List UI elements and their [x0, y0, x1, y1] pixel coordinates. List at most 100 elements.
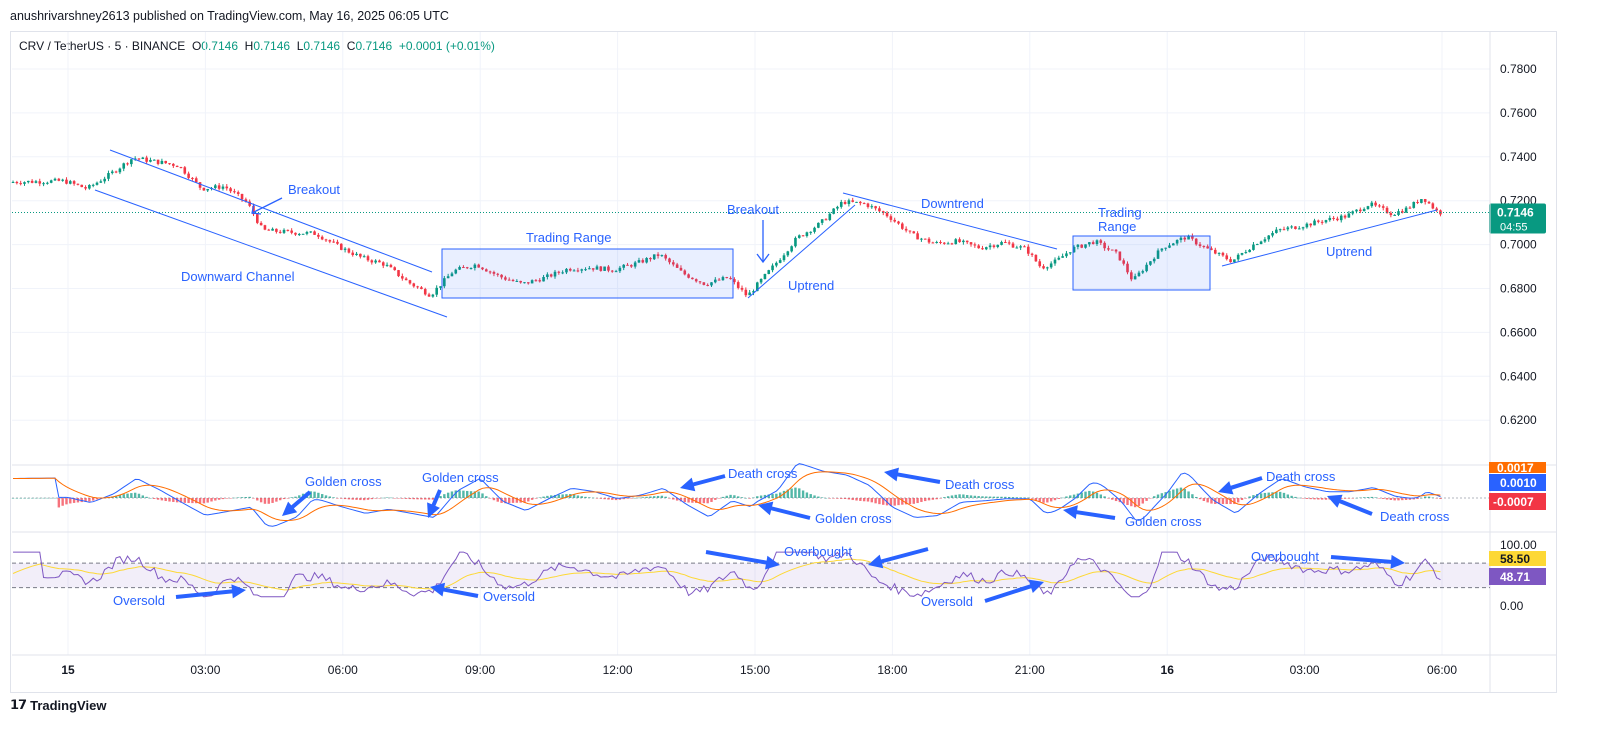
- macd-histogram-bar: [927, 498, 931, 501]
- overbought-arrow: [868, 547, 929, 569]
- candle-body: [843, 201, 847, 204]
- macd-histogram-bar: [794, 487, 797, 498]
- macd-histogram-bar: [1374, 497, 1377, 498]
- macd-histogram-bar: [76, 498, 80, 503]
- macd-histogram-bar: [313, 491, 316, 498]
- candle-body: [336, 241, 339, 244]
- macd-histogram-bar: [1080, 492, 1083, 498]
- macd-histogram-bar: [668, 498, 671, 499]
- candle-body: [324, 239, 328, 241]
- macd-histogram-bar: [1278, 491, 1282, 498]
- macd-histogram-bar: [1412, 498, 1415, 500]
- macd-histogram-bar: [702, 498, 706, 504]
- macd-histogram-bar: [355, 498, 358, 500]
- candle-body: [217, 185, 221, 189]
- candle-body: [984, 247, 988, 250]
- macd-histogram-bar: [1172, 489, 1175, 498]
- downtrend-label: Downtrend: [921, 196, 984, 211]
- candle-body: [152, 159, 156, 161]
- macd-histogram-bar: [603, 498, 606, 500]
- macd-histogram-bar: [187, 498, 190, 503]
- macd-histogram-bar: [126, 493, 129, 498]
- candle-body: [1164, 247, 1167, 249]
- macd-histogram-bar: [580, 496, 583, 498]
- channel-upper-line: [109, 149, 433, 273]
- candle-body: [488, 271, 492, 273]
- candle-body: [1187, 235, 1190, 240]
- macd-histogram-bar: [259, 498, 263, 503]
- candle-body: [542, 276, 545, 282]
- price-axis-label: 0.7600: [1500, 106, 1537, 120]
- symbol-name[interactable]: CRV / TetherUS · 5 · BINANCE: [19, 39, 186, 53]
- macd-histogram-bar: [1057, 498, 1061, 499]
- macd-histogram-bar: [916, 498, 919, 504]
- candle-body: [34, 181, 38, 183]
- candle-body: [1267, 235, 1271, 240]
- candle-body: [706, 284, 709, 286]
- candle-body: [27, 180, 30, 183]
- candle-body: [897, 221, 900, 224]
- candle-body: [1393, 214, 1396, 216]
- tradingview-logo[interactable]: 𝟭𝟳 TradingView: [10, 697, 106, 713]
- macd-histogram-bar: [962, 494, 965, 498]
- candle-body: [988, 245, 992, 248]
- macd-histogram-bar: [1179, 487, 1183, 498]
- macd-histogram-bar: [549, 495, 553, 498]
- candle-body: [1225, 255, 1229, 260]
- macd-histogram-bar: [1072, 494, 1076, 498]
- candle-body: [1145, 264, 1148, 272]
- macd-histogram-bar: [904, 498, 908, 505]
- macd-histogram-bar: [1397, 498, 1400, 501]
- candle-body: [1401, 211, 1404, 213]
- candle-body: [137, 158, 141, 160]
- macd-histogram-bar: [599, 498, 603, 499]
- time-axis-label: 06:00: [1427, 663, 1457, 677]
- macd-histogram-bar: [1294, 496, 1297, 498]
- candle-body: [1088, 242, 1091, 245]
- macd-histogram-bar: [656, 495, 660, 498]
- candle-body: [721, 277, 725, 281]
- candle-body: [1297, 228, 1301, 230]
- macd-histogram-bar: [1343, 498, 1347, 499]
- macd-histogram-bar: [862, 498, 866, 502]
- macd-histogram-bar: [973, 495, 977, 498]
- macd-histogram-bar: [721, 496, 725, 498]
- candle-body: [1332, 217, 1335, 219]
- macd-histogram-bar: [1034, 498, 1038, 501]
- macd-histogram-bar: [626, 498, 629, 499]
- macd-histogram-bar: [866, 498, 870, 502]
- macd-histogram-bar: [65, 498, 68, 505]
- macd-histogram-bar: [832, 498, 835, 499]
- macd-histogram-bar: [820, 497, 824, 498]
- macd-histogram-bar: [294, 496, 297, 498]
- death-cross-arrow: [680, 474, 726, 492]
- macd-histogram-bar: [195, 498, 198, 504]
- candle-body: [744, 289, 748, 296]
- macd-histogram-bar: [733, 495, 736, 498]
- macd-histogram-bar: [462, 490, 465, 498]
- macd-histogram-bar: [511, 498, 515, 503]
- macd-histogram-bar: [160, 498, 164, 501]
- candle-body: [1015, 247, 1019, 249]
- candle-body: [572, 270, 576, 272]
- macd-histogram-bar: [420, 498, 423, 500]
- candle-body: [1141, 271, 1145, 273]
- candle-body: [820, 219, 824, 223]
- macd-histogram-bar: [935, 498, 938, 500]
- golden-cross-label: Golden cross: [1125, 514, 1202, 529]
- candle-body: [114, 171, 118, 173]
- change-value: +0.0001 (+0.01%): [398, 39, 495, 53]
- candle-body: [355, 253, 358, 256]
- candle-body: [511, 279, 515, 282]
- macd-histogram-bar: [817, 496, 820, 498]
- candle-body: [1156, 250, 1160, 259]
- candle-body: [46, 182, 49, 184]
- macd-histogram-bar: [179, 498, 183, 503]
- macd-histogram-bar: [992, 496, 996, 498]
- candle-body: [950, 243, 954, 245]
- candle-body: [198, 182, 202, 188]
- candle-body: [76, 183, 80, 185]
- candle-body: [412, 283, 416, 287]
- candle-body: [916, 233, 919, 240]
